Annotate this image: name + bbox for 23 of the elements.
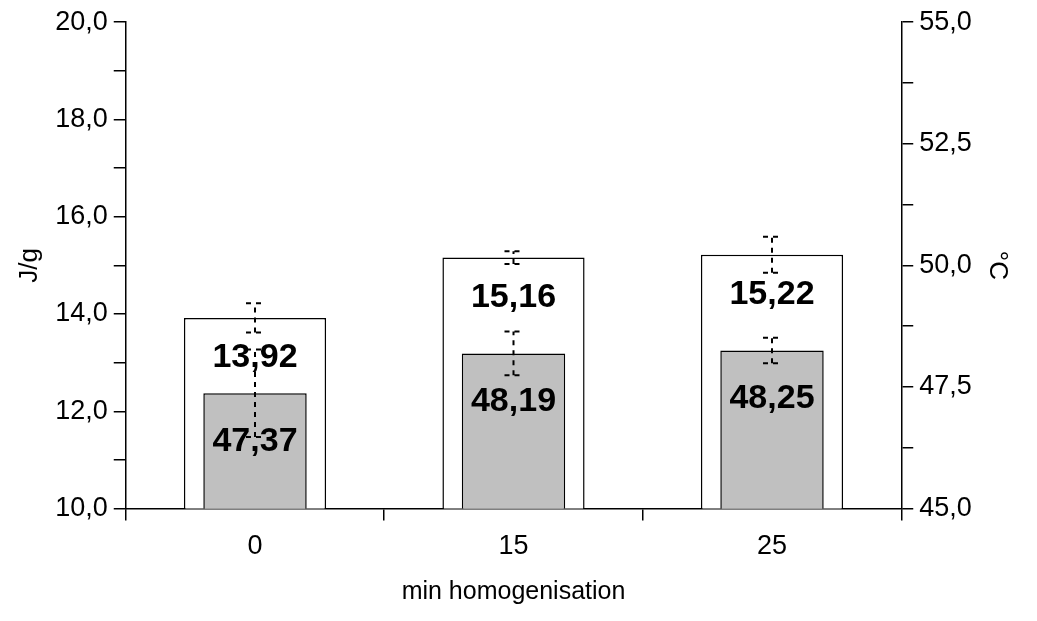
y-tick-label: 12,0 xyxy=(55,394,108,425)
y2-tick-label: 47,5 xyxy=(919,370,972,401)
y2-axis-title: °C xyxy=(984,250,1015,280)
y-axis-title: J/g xyxy=(12,248,43,283)
y2-tick-label: 50,0 xyxy=(919,248,972,279)
data-label: 48,25 xyxy=(729,376,815,415)
x-tick-label: 25 xyxy=(756,530,788,561)
y2-tick-label: 45,0 xyxy=(919,492,972,523)
y-tick-label: 10,0 xyxy=(55,492,108,523)
data-label: 15,22 xyxy=(729,273,815,312)
x-axis-title: min homogenisation xyxy=(401,575,626,604)
y-tick-label: 18,0 xyxy=(55,102,108,133)
x-tick-label: 15 xyxy=(498,530,529,561)
y2-tick-label: 55,0 xyxy=(919,5,972,36)
y-tick-label: 20,0 xyxy=(55,5,108,36)
y2-tick-label: 52,5 xyxy=(919,127,972,158)
y-tick-label: 16,0 xyxy=(55,200,108,231)
y-tick-label: 14,0 xyxy=(55,297,108,328)
data-label: 48,19 xyxy=(470,379,557,418)
x-tick-label: 0 xyxy=(247,530,263,561)
data-label: 13,92 xyxy=(212,336,298,375)
data-label: 15,16 xyxy=(470,275,557,314)
data-label: 47,37 xyxy=(212,419,298,458)
